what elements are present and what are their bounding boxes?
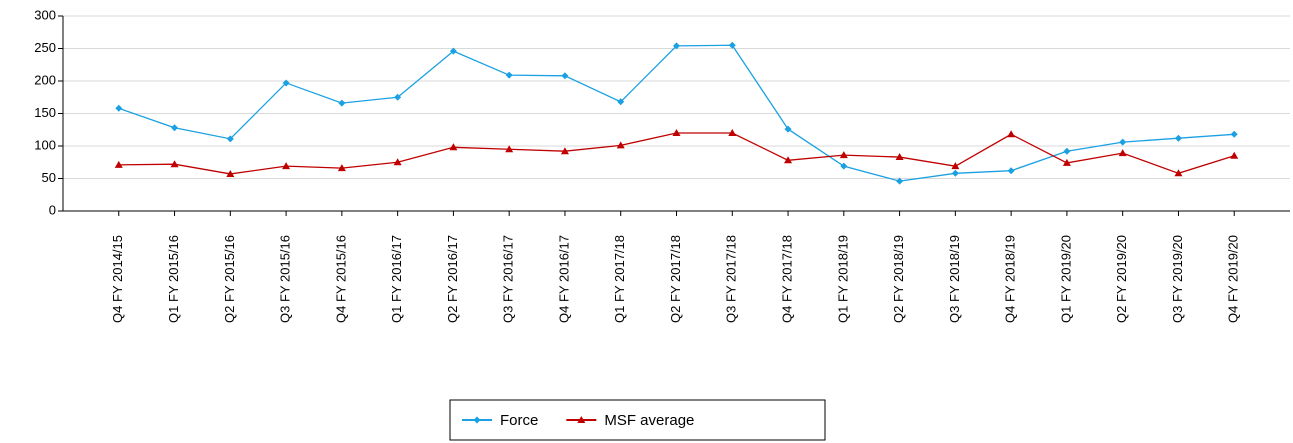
- x-tick-label: Q4 FY 2014/15: [110, 235, 125, 323]
- point: [1174, 134, 1182, 142]
- point: [282, 79, 290, 87]
- legend-marker: [577, 416, 586, 423]
- x-tick-label: Q4 FY 2018/19: [1003, 235, 1018, 323]
- x-tick-label: Q2 FY 2015/16: [222, 235, 237, 323]
- point: [226, 135, 234, 143]
- point: [672, 129, 681, 136]
- x-tick-label: Q1 FY 2017/18: [612, 235, 627, 323]
- point: [337, 164, 346, 172]
- point: [171, 124, 179, 132]
- x-tick-label: Q4 FY 2017/18: [779, 235, 794, 323]
- point: [1174, 169, 1183, 177]
- point: [394, 93, 402, 101]
- point: [1062, 158, 1071, 166]
- point: [561, 72, 569, 80]
- point: [951, 169, 959, 177]
- point: [617, 98, 625, 106]
- point: [505, 71, 513, 79]
- point: [728, 129, 737, 136]
- x-tick-label: Q2 FY 2016/17: [445, 235, 460, 323]
- x-tick-label: Q4 FY 2019/20: [1226, 235, 1241, 323]
- legend-label: MSF average: [604, 412, 694, 429]
- y-tick-label: 100: [34, 137, 56, 152]
- point: [170, 160, 179, 168]
- point: [560, 147, 569, 155]
- point: [839, 151, 848, 159]
- point: [1118, 149, 1127, 157]
- y-tick-label: 0: [49, 202, 56, 217]
- point: [1063, 147, 1071, 155]
- y-tick-label: 250: [34, 40, 56, 55]
- legend-label: Force: [500, 412, 538, 429]
- y-tick-label: 150: [34, 105, 56, 120]
- x-tick-label: Q1 FY 2018/19: [835, 235, 850, 323]
- point: [784, 156, 793, 164]
- y-tick-label: 50: [42, 170, 56, 185]
- point: [282, 162, 291, 170]
- legend-box: [449, 399, 826, 441]
- point: [449, 47, 457, 55]
- point: [449, 143, 458, 151]
- point: [728, 41, 736, 49]
- point: [895, 153, 904, 161]
- point: [616, 141, 625, 149]
- point: [673, 42, 680, 50]
- point: [505, 145, 514, 153]
- y-tick-label: 300: [34, 7, 56, 22]
- point: [951, 162, 960, 170]
- point: [338, 99, 346, 107]
- x-tick-label: Q2 FY 2018/19: [891, 235, 906, 323]
- y-tick-label: 200: [34, 72, 56, 87]
- point: [114, 160, 123, 168]
- point: [1230, 130, 1238, 138]
- point: [896, 177, 904, 185]
- x-tick-label: Q1 FY 2016/17: [389, 235, 404, 323]
- point: [1007, 130, 1016, 138]
- point: [840, 162, 848, 170]
- point: [115, 104, 123, 112]
- point: [1119, 138, 1127, 146]
- point: [1230, 151, 1239, 159]
- point: [226, 169, 235, 177]
- x-tick-label: Q3 FY 2015/16: [278, 235, 293, 323]
- point: [1007, 167, 1015, 175]
- legend-marker: [473, 416, 481, 424]
- x-tick-label: Q4 FY 2015/16: [333, 235, 348, 323]
- point: [784, 125, 792, 133]
- x-tick-label: Q3 FY 2018/19: [947, 235, 962, 323]
- x-tick-label: Q1 FY 2019/20: [1058, 235, 1073, 323]
- point: [393, 158, 402, 166]
- x-tick-label: Q4 FY 2016/17: [556, 235, 571, 323]
- x-tick-label: Q2 FY 2017/18: [668, 235, 683, 323]
- x-tick-label: Q3 FY 2017/18: [724, 235, 739, 323]
- x-tick-label: Q2 FY 2019/20: [1114, 235, 1129, 323]
- x-tick-label: Q1 FY 2015/16: [166, 235, 181, 323]
- x-tick-label: Q3 FY 2019/20: [1170, 235, 1185, 323]
- x-tick-label: Q3 FY 2016/17: [501, 235, 516, 323]
